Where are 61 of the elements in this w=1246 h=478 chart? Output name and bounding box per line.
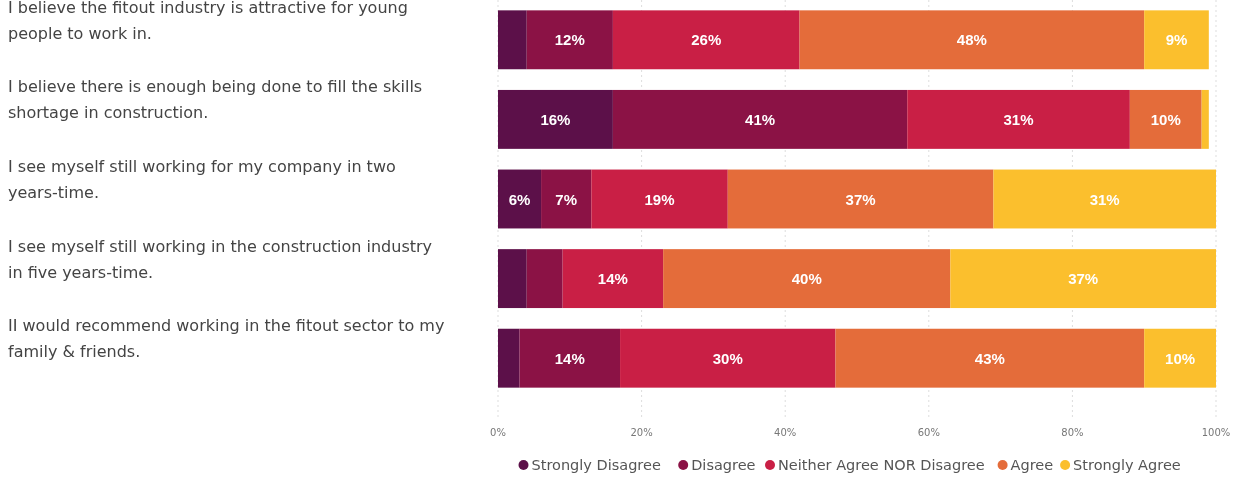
x-tick-label: 20% [630,427,653,438]
data-label: 10% [1165,349,1196,367]
data-label: 26% [691,31,722,49]
bar [1129,89,1202,149]
bar [612,10,800,70]
legend-label: Neither Agree NOR Disagree [778,457,985,473]
legend-label: Strongly Disagree [531,457,661,473]
data-label: 19% [644,190,675,208]
y-tick-label: I believe there is enough being done to fill the skills shortage in construction. [8,77,423,123]
bar [1144,10,1209,70]
bar [1201,89,1209,149]
bar [835,328,1145,388]
data-label: 12% [554,31,585,49]
data-label: 7% [555,190,578,208]
bar [498,169,542,229]
bar [612,89,908,149]
bar [498,89,613,149]
bar [663,249,951,309]
bar [993,169,1216,229]
x-tick-label: 40% [774,427,797,438]
data-label: 30% [712,349,743,367]
x-tick-label: 100% [1201,427,1231,438]
data-label: 9% [1165,31,1188,49]
bar [519,328,621,388]
bar [1144,328,1216,388]
bar [541,169,592,229]
y-tick-label: II would recommend working in the fitout sector to my family & friends. [8,316,445,362]
data-label: 6% [508,190,531,208]
y-tick-label: I see myself still working in the construction industry in five years-time. [8,236,433,282]
data-label: 31% [1089,190,1120,208]
legend-label: Disagree [691,457,756,473]
data-label: 40% [791,270,822,288]
bar [907,89,1130,149]
data-label: 41% [745,110,776,128]
data-label: 37% [1068,270,1099,288]
bar [620,328,836,388]
legend-label: Agree [1010,457,1054,473]
data-label: 37% [845,190,876,208]
data-label: 10% [1150,110,1181,128]
legend-label: Strongly Agree [1073,457,1181,473]
data-label: 14% [554,349,585,367]
bar [526,10,613,70]
y-tick-label: I believe the fitout industry is attractive for young people to work in. [8,0,408,43]
data-label: 16% [540,110,571,128]
bar [498,328,520,388]
x-tick-label: 0% [490,427,506,438]
bar [591,169,728,229]
bar [950,249,1216,309]
bar [498,249,527,309]
x-tick-label: 80% [1061,427,1084,438]
data-label: 43% [974,349,1005,367]
data-label: 31% [1003,110,1034,128]
x-tick-label: 60% [917,427,940,438]
bar [799,10,1145,70]
bar [498,10,527,70]
bar [526,249,563,309]
y-tick-label: I see myself still working for my company in two years-time. [8,157,396,202]
data-label: 14% [597,270,628,288]
bar [562,249,664,309]
data-label: 48% [956,31,987,49]
bar [727,169,994,229]
